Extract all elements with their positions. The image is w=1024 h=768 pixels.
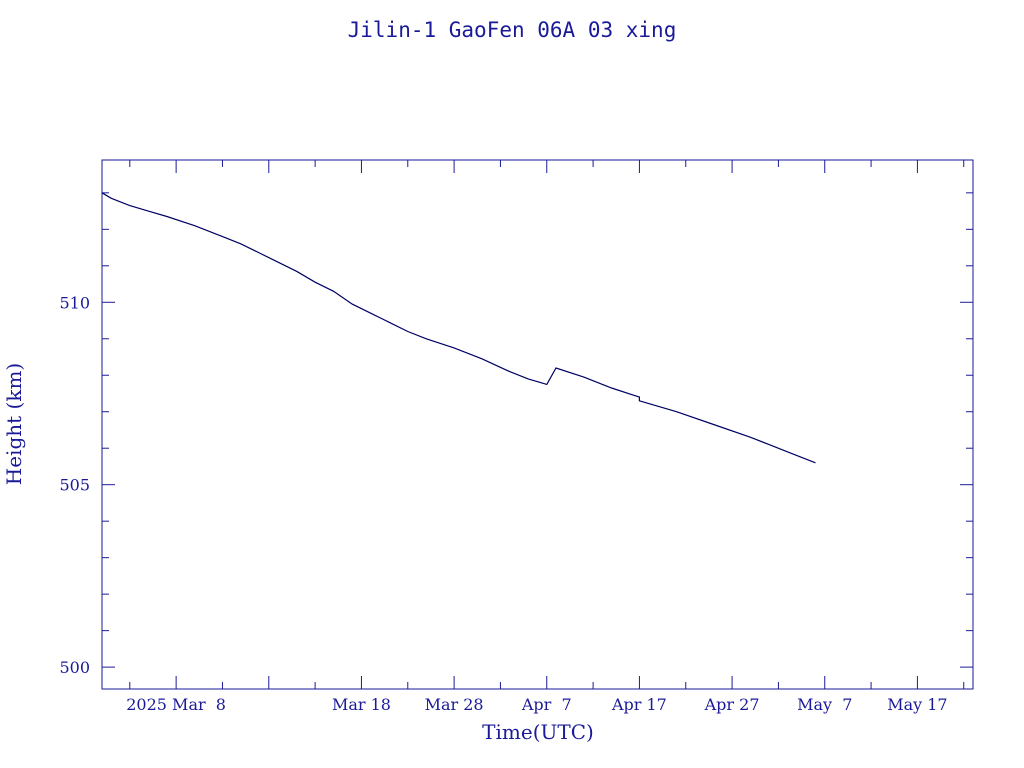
x-tick-label: May 17: [887, 695, 947, 714]
x-tick-label: Apr 17: [611, 695, 667, 714]
axis-ticks: [102, 160, 973, 689]
x-axis-label: Time(UTC): [482, 720, 594, 744]
chart-title: Jilin-1 GaoFen 06A 03 xing: [348, 18, 677, 42]
x-tick-label: 2025 Mar 8: [126, 695, 226, 714]
y-tick-label: 500: [59, 658, 90, 677]
x-tick-label: Mar 28: [425, 695, 484, 714]
y-tick-labels: 500 505 510: [59, 293, 90, 677]
series-line: [101, 192, 816, 464]
y-axis-label: Height (km): [2, 363, 26, 485]
x-tick-label: Apr 7: [521, 695, 572, 714]
x-tick-labels: 2025 Mar 8 Mar 18 Mar 28 Apr 7 Apr 17 Apr 27 M…: [126, 695, 947, 714]
plot-frame: [101, 159, 974, 690]
x-tick-label: Apr 27: [704, 695, 760, 714]
y-tick-label: 510: [59, 293, 90, 312]
y-tick-label: 505: [59, 476, 90, 495]
x-tick-label: May 7: [797, 695, 852, 714]
x-tick-label: Mar 18: [332, 695, 391, 714]
series-group: [101, 192, 816, 464]
